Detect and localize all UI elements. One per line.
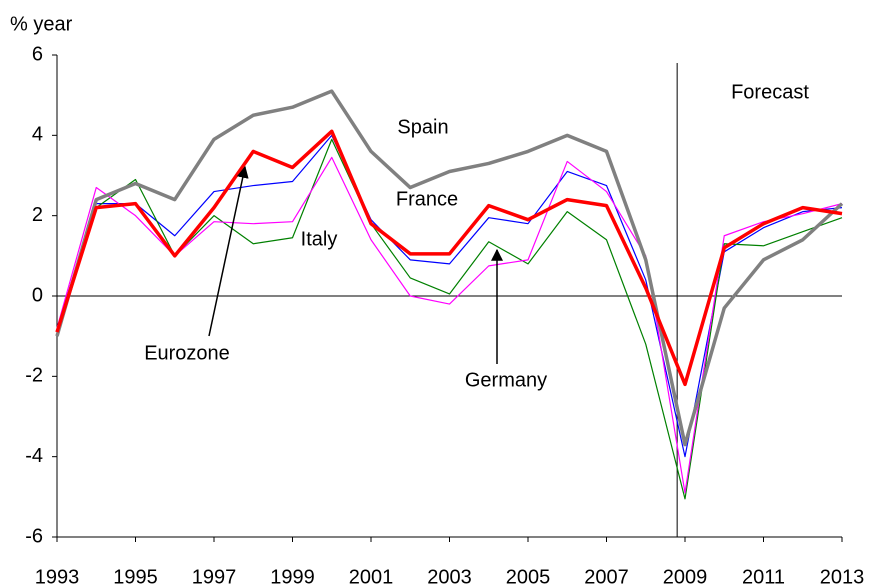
series-label: France: [396, 188, 458, 210]
x-tick-label: 2003: [427, 566, 472, 585]
y-tick-label: 4: [32, 124, 43, 146]
x-tick-label: 1999: [270, 566, 315, 585]
series-label: Eurozone: [144, 342, 230, 364]
x-tick-label: 2001: [349, 566, 394, 585]
y-tick-label: -4: [25, 445, 43, 467]
x-tick-label: 2009: [663, 566, 708, 585]
x-tick-label: 1995: [113, 566, 158, 585]
y-axis-label: % year: [10, 13, 73, 35]
series-label: Spain: [397, 116, 448, 138]
series-line: [55, 89, 844, 447]
forecast-label: Forecast: [731, 81, 809, 103]
x-tick-label: 2007: [584, 566, 629, 585]
x-tick-label: 2011: [742, 566, 785, 585]
x-tick-label: 2005: [506, 566, 551, 585]
y-tick-label: 0: [32, 284, 43, 306]
series-line: [55, 129, 843, 387]
series-label: Germany: [465, 369, 547, 391]
label-arrow: [208, 165, 249, 337]
series-line: [56, 156, 843, 494]
x-tick-label: 2013: [820, 566, 865, 585]
y-tick-label: -2: [25, 365, 43, 387]
y-tick-label: -6: [25, 525, 43, 547]
x-tick-label: 1997: [192, 566, 237, 585]
y-tick-label: 6: [32, 43, 43, 65]
x-tick-label: 1993: [35, 566, 80, 585]
y-tick-label: 2: [32, 204, 43, 226]
series-label: Italy: [301, 228, 338, 250]
